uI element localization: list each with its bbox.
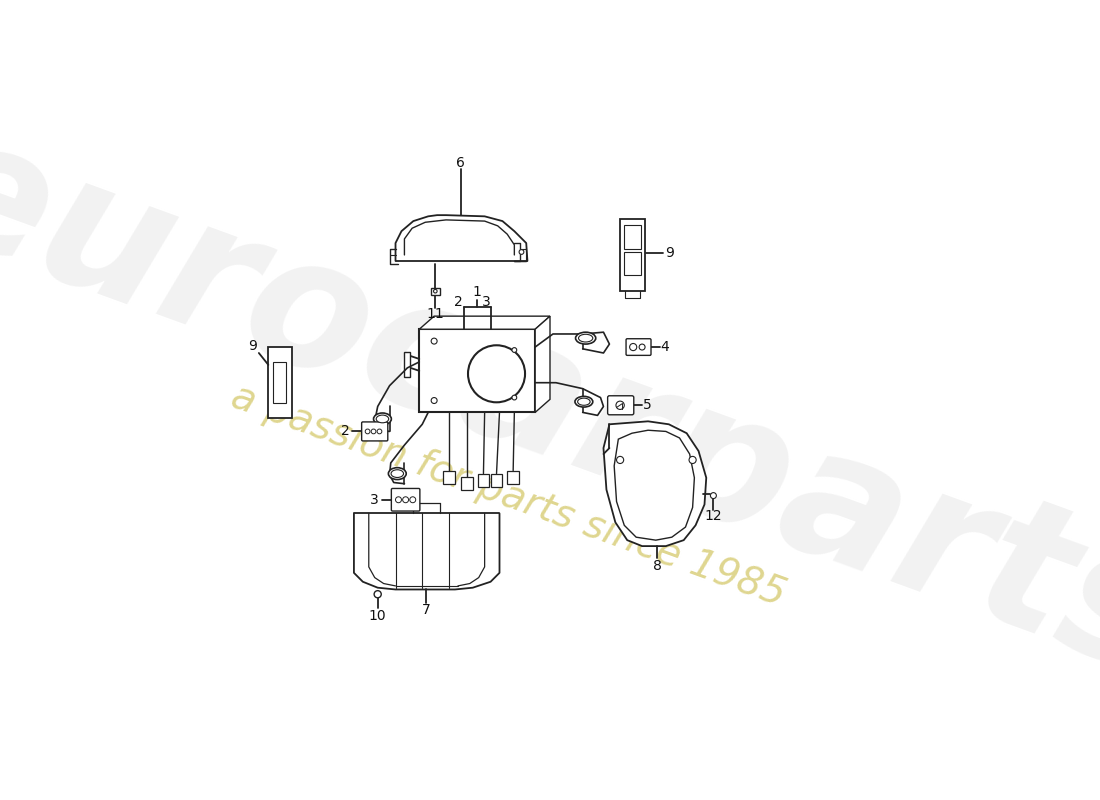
Circle shape	[410, 497, 416, 502]
Text: 10: 10	[368, 610, 386, 623]
Text: 4: 4	[660, 340, 669, 354]
FancyBboxPatch shape	[607, 396, 634, 414]
Circle shape	[616, 401, 625, 410]
Circle shape	[371, 429, 376, 434]
Circle shape	[377, 429, 382, 434]
Ellipse shape	[578, 398, 590, 406]
Text: 7: 7	[422, 602, 431, 617]
Text: 3: 3	[482, 295, 491, 310]
Circle shape	[403, 497, 408, 502]
Ellipse shape	[579, 334, 593, 342]
Text: 1: 1	[473, 286, 482, 299]
Circle shape	[512, 348, 517, 352]
Polygon shape	[620, 219, 645, 290]
FancyBboxPatch shape	[626, 338, 651, 355]
FancyBboxPatch shape	[430, 288, 440, 294]
Text: 6: 6	[456, 156, 465, 170]
Text: eurocarparts: eurocarparts	[0, 99, 1100, 714]
Text: 2: 2	[453, 295, 462, 310]
Circle shape	[639, 344, 645, 350]
Text: 9: 9	[249, 339, 257, 353]
Text: 2: 2	[341, 425, 350, 438]
Circle shape	[374, 590, 382, 598]
Text: 8: 8	[652, 558, 661, 573]
Ellipse shape	[575, 332, 596, 344]
Polygon shape	[625, 252, 641, 274]
Text: 12: 12	[705, 510, 723, 523]
FancyBboxPatch shape	[392, 489, 420, 511]
Circle shape	[431, 398, 437, 403]
Polygon shape	[267, 347, 292, 418]
Circle shape	[616, 456, 624, 463]
Polygon shape	[273, 362, 286, 403]
Ellipse shape	[374, 413, 392, 425]
FancyBboxPatch shape	[507, 470, 519, 484]
Circle shape	[519, 250, 524, 254]
Circle shape	[468, 346, 525, 402]
Circle shape	[431, 338, 437, 344]
Ellipse shape	[376, 415, 388, 423]
Polygon shape	[535, 316, 550, 413]
Polygon shape	[614, 430, 694, 540]
Text: a passion for parts since 1985: a passion for parts since 1985	[227, 378, 791, 614]
FancyBboxPatch shape	[443, 470, 455, 484]
Text: 9: 9	[666, 246, 674, 260]
Polygon shape	[604, 422, 706, 546]
Ellipse shape	[575, 396, 593, 407]
Polygon shape	[405, 352, 410, 377]
Ellipse shape	[388, 468, 406, 479]
FancyBboxPatch shape	[461, 477, 473, 490]
Text: 3: 3	[371, 493, 380, 506]
Circle shape	[512, 395, 517, 400]
Circle shape	[433, 290, 437, 293]
Polygon shape	[419, 316, 550, 330]
Text: 11: 11	[427, 307, 444, 322]
FancyBboxPatch shape	[491, 474, 503, 486]
Ellipse shape	[392, 470, 404, 478]
Circle shape	[629, 343, 637, 350]
Circle shape	[365, 429, 370, 434]
Circle shape	[396, 497, 402, 502]
FancyBboxPatch shape	[477, 474, 490, 486]
Circle shape	[711, 493, 716, 498]
FancyBboxPatch shape	[362, 422, 388, 441]
Circle shape	[689, 456, 696, 463]
Text: 5: 5	[642, 398, 651, 412]
Polygon shape	[625, 226, 641, 249]
Polygon shape	[419, 330, 535, 413]
